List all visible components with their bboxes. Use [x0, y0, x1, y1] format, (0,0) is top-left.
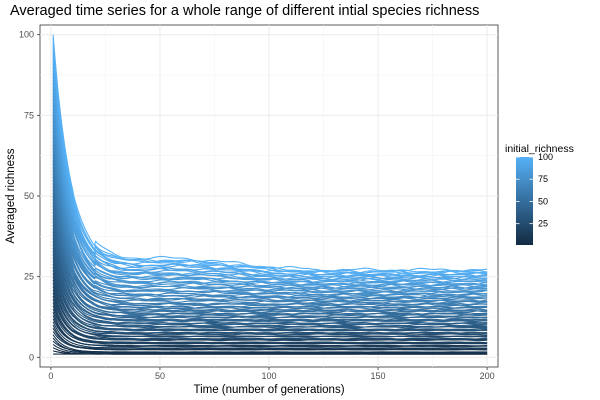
series-line	[52, 334, 488, 353]
legend-colorbar	[516, 157, 533, 245]
legend-ticks: 25 50 75 100	[516, 152, 553, 229]
series-line	[52, 47, 488, 277]
y-tick-label: 25	[24, 272, 34, 282]
series-line	[52, 254, 488, 332]
series-line	[52, 108, 488, 294]
series-line	[52, 179, 488, 312]
series-line	[52, 160, 488, 306]
series-line	[52, 228, 488, 325]
x-tick-label: 200	[480, 371, 495, 381]
legend: initial_richness 25 50 75 100	[505, 143, 574, 245]
y-axis-ticks: 0 25 50 75 100	[19, 30, 40, 362]
x-tick-label: 0	[48, 371, 53, 381]
series-line	[52, 289, 488, 342]
legend-title: initial_richness	[505, 143, 574, 155]
series-line	[52, 337, 488, 354]
series-line	[52, 205, 488, 320]
series-line	[52, 144, 488, 303]
series-line	[52, 50, 488, 278]
series-line	[52, 299, 488, 344]
y-tick-label: 0	[29, 352, 34, 362]
series-line	[52, 170, 488, 310]
y-axis-title: Averaged richness	[5, 148, 17, 243]
x-axis-title: Time (number of generations)	[193, 384, 344, 396]
series-line	[52, 73, 488, 284]
chart-title: Averaged time series for a whole range o…	[10, 3, 480, 19]
legend-tick-label: 50	[538, 196, 548, 206]
x-tick-label: 150	[371, 371, 386, 381]
legend-tick-label: 75	[538, 174, 548, 184]
series-line	[52, 37, 488, 275]
series-line	[52, 157, 488, 307]
series-line	[52, 121, 488, 297]
series-line	[52, 263, 488, 335]
series-line	[52, 324, 488, 351]
series-line	[52, 60, 488, 280]
series-line	[52, 276, 488, 338]
series-line	[52, 218, 488, 323]
series-line	[52, 321, 488, 349]
y-tick-label: 100	[19, 30, 34, 40]
series-line	[52, 292, 488, 341]
x-axis-ticks: 0 50 100 150 200	[48, 367, 495, 381]
series-line	[52, 86, 488, 288]
legend-tick-label: 25	[538, 219, 548, 229]
series-line	[52, 250, 488, 331]
legend-tick-label: 100	[538, 152, 553, 162]
y-tick-label: 75	[24, 110, 34, 120]
series-line	[52, 34, 488, 273]
series-line	[52, 154, 488, 304]
series-line	[52, 63, 488, 281]
series-line	[52, 131, 488, 299]
x-tick-label: 50	[155, 371, 165, 381]
series-line	[52, 312, 488, 348]
series-line	[52, 241, 488, 329]
x-tick-label: 100	[261, 371, 276, 381]
series-line	[52, 134, 488, 301]
series-line	[52, 202, 488, 317]
y-tick-label: 50	[24, 191, 34, 201]
series-line	[52, 347, 488, 355]
series-line	[52, 192, 488, 316]
series-line	[52, 286, 488, 340]
series-line	[52, 215, 488, 321]
series-line	[52, 237, 488, 327]
series-line	[52, 95, 488, 290]
series-lines	[52, 34, 488, 355]
